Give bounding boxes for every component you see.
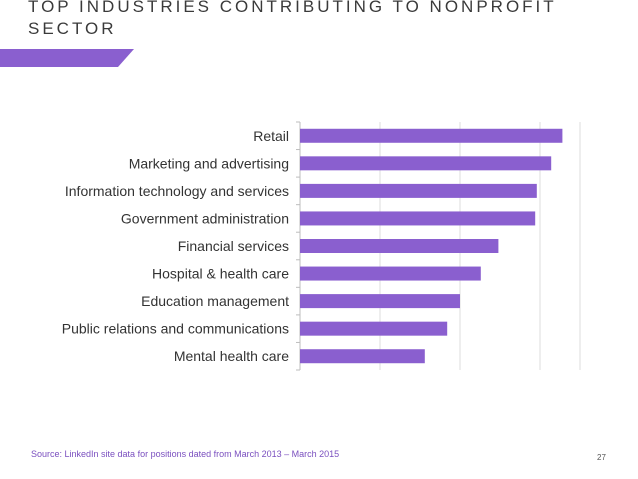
category-label: Hospital & health care (152, 266, 289, 282)
category-label: Marketing and advertising (129, 155, 289, 171)
bar (300, 128, 563, 143)
category-label: Financial services (178, 238, 289, 254)
bar (300, 211, 536, 226)
category-label: Information technology and services (65, 183, 289, 199)
category-label: Mental health care (174, 348, 289, 364)
page-number: 27 (597, 453, 606, 462)
bar (300, 266, 481, 281)
bar (300, 321, 448, 336)
bar (300, 294, 460, 309)
category-label: Retail (253, 128, 289, 144)
bar (300, 183, 537, 198)
slide-title-line-2: SECTOR (28, 19, 117, 38)
source-note: Source: LinkedIn site data for positions… (31, 449, 340, 459)
slide-title: TOP INDUSTRIES CONTRIBUTING TO NONPROFIT… (28, 0, 628, 40)
bar (300, 349, 425, 364)
accent-band (0, 49, 134, 67)
category-label: Government administration (121, 210, 289, 226)
bar (300, 239, 499, 253)
bar (300, 156, 552, 171)
slide-title-line-1: TOP INDUSTRIES CONTRIBUTING TO NONPROFIT (28, 0, 557, 16)
category-label: Education management (141, 293, 289, 309)
category-label: Public relations and communications (62, 321, 289, 337)
accent-shape (0, 49, 134, 67)
